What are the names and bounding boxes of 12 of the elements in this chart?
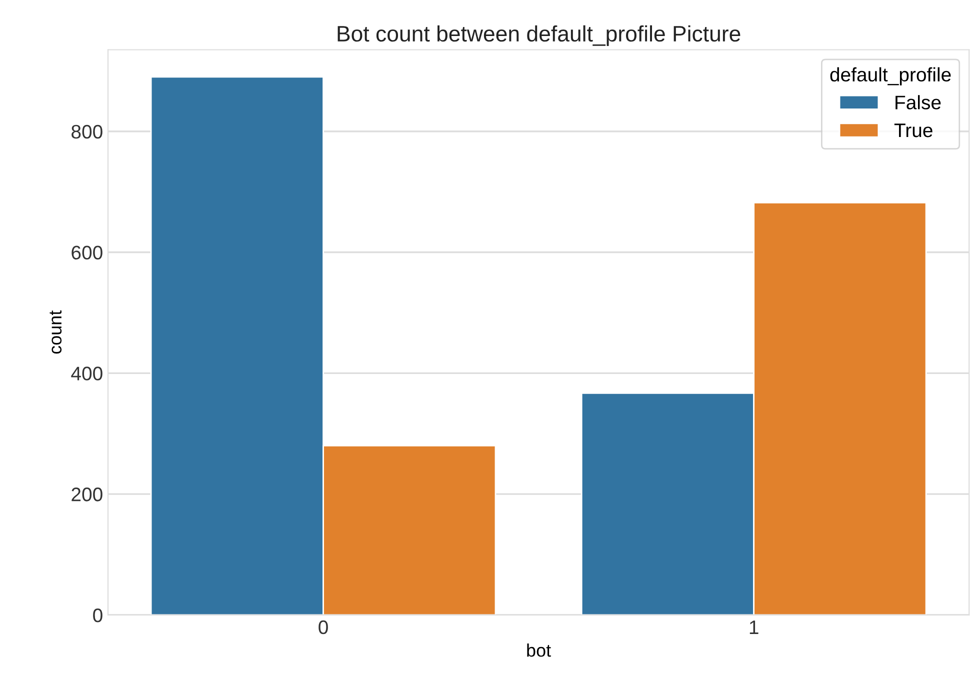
x-axis-title: bot	[527, 644, 551, 657]
y-axis-title: count	[50, 310, 62, 354]
y-tick-label: 800	[72, 124, 102, 139]
chart-title: Bot count between default_profile Picture	[338, 25, 740, 46]
legend-label: True	[894, 124, 932, 138]
legend-title: default_profile	[830, 67, 951, 86]
x-tick-label: 1	[750, 620, 758, 634]
y-tick-label: 0	[93, 608, 102, 622]
legend-label: False	[896, 95, 941, 110]
y-tick-label: 200	[72, 488, 102, 502]
y-tick-label: 400	[71, 366, 102, 380]
y-tick-label: 600	[72, 246, 102, 260]
